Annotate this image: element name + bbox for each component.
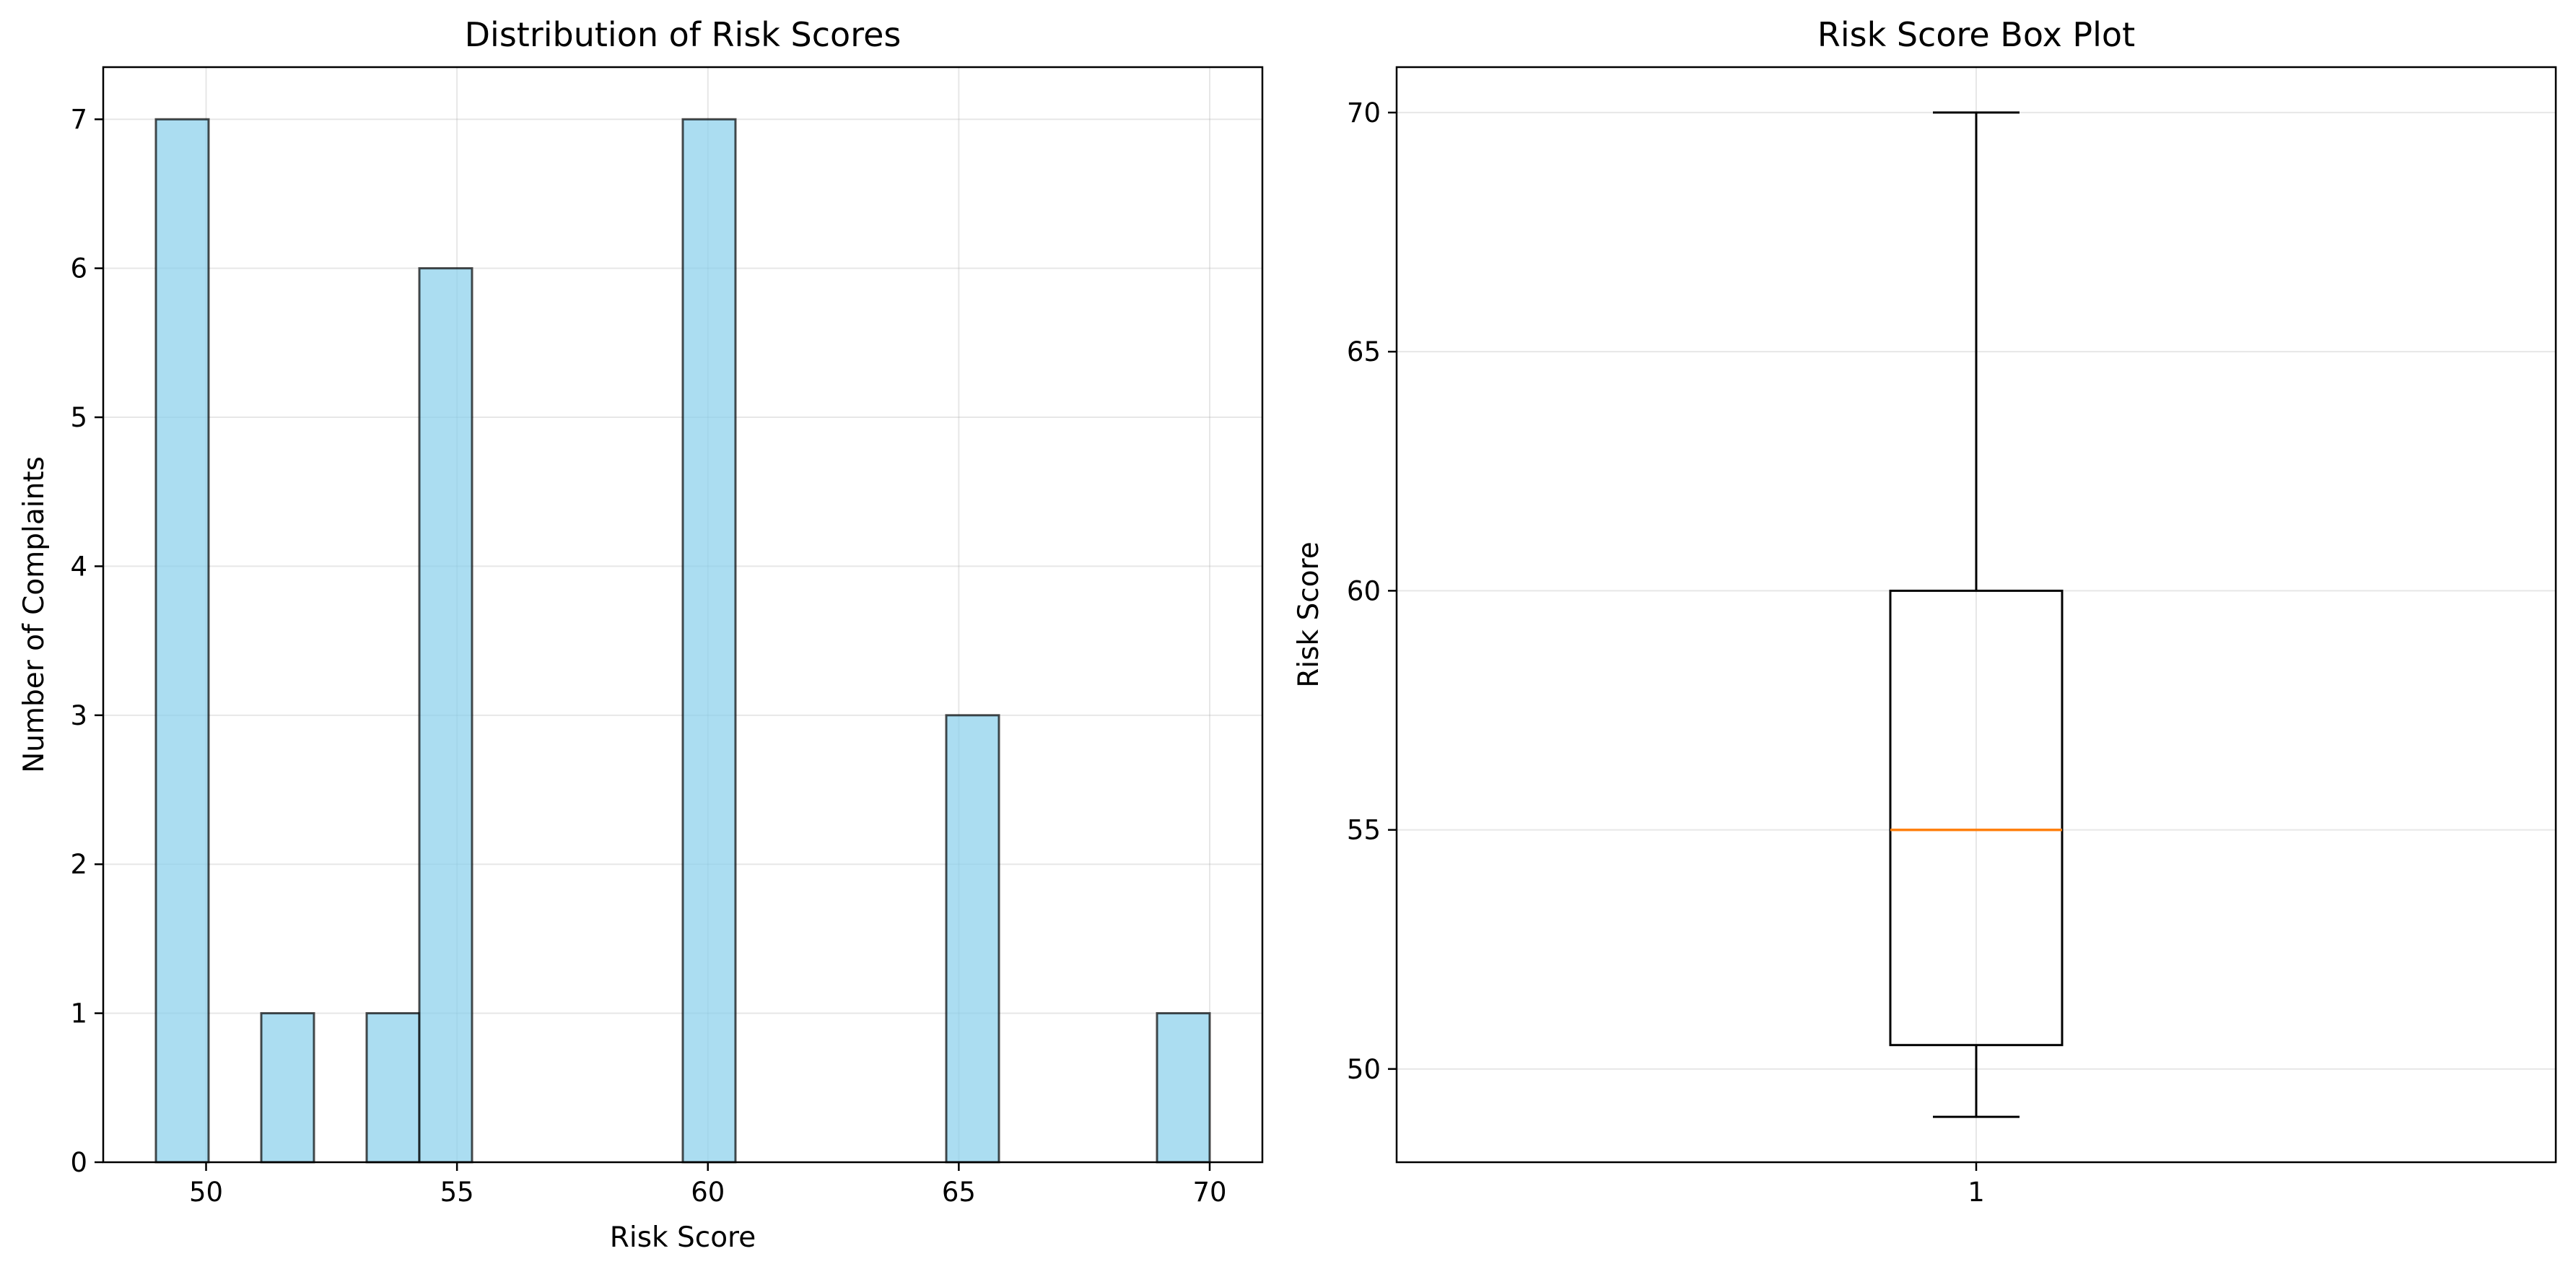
y-tick-label: 6 <box>70 253 87 284</box>
histogram-x-ticks: 50 55 60 65 70 <box>189 1162 1227 1208</box>
x-tick-label: 1 <box>1968 1177 1985 1208</box>
boxplot-marks <box>1889 111 2064 1118</box>
histogram-bar <box>418 267 473 1164</box>
histogram-y-axis-label: Number of Complaints <box>18 456 51 773</box>
histogram-x-axis-label: Risk Score <box>610 1221 756 1254</box>
y-tick-label: 65 <box>1347 336 1381 367</box>
histogram-bar <box>154 118 210 1164</box>
histogram-panel: 50 55 60 65 70 0 1 2 3 4 5 6 7 Distribution of Risk… <box>18 15 1264 1254</box>
y-tick-label: 2 <box>70 849 87 880</box>
x-tick-label: 70 <box>1192 1177 1226 1208</box>
y-tick-label: 0 <box>70 1147 87 1178</box>
boxplot-x-ticks: 1 <box>1968 1162 1985 1208</box>
histogram-axes-frame <box>102 66 1264 1164</box>
histogram-bar <box>681 118 737 1164</box>
y-tick-label: 70 <box>1347 97 1381 128</box>
interquartile-box <box>1889 589 2064 1047</box>
histogram-bar <box>260 1012 315 1164</box>
y-tick-label: 5 <box>70 402 87 433</box>
boxplot-title: Risk Score Box Plot <box>1817 15 2135 54</box>
y-tick-label: 60 <box>1347 575 1381 606</box>
histogram-title: Distribution of Risk Scores <box>465 15 901 54</box>
y-tick-label: 3 <box>70 700 87 731</box>
histogram-bars <box>154 118 1211 1164</box>
histogram-bar <box>1156 1012 1211 1164</box>
histogram-bar <box>945 714 1000 1164</box>
x-tick-label: 50 <box>189 1177 223 1208</box>
y-tick-label: 7 <box>70 104 87 135</box>
y-tick-label: 1 <box>70 998 87 1029</box>
x-tick-label: 60 <box>691 1177 725 1208</box>
boxplot-y-axis-label: Risk Score <box>1293 541 1325 687</box>
boxplot-y-ticks: 50 55 60 65 70 <box>1347 97 1397 1085</box>
boxplot-panel: 1 50 55 60 65 70 Risk Score Box Plot Risk Sc… <box>1293 15 2557 1208</box>
x-tick-label: 65 <box>942 1177 976 1208</box>
histogram-y-ticks: 0 1 2 3 4 5 6 7 <box>70 104 103 1178</box>
histogram-bar <box>365 1012 421 1164</box>
y-tick-label: 4 <box>70 551 87 582</box>
y-tick-label: 55 <box>1347 815 1381 846</box>
y-tick-label: 50 <box>1347 1054 1381 1085</box>
x-tick-label: 55 <box>440 1177 474 1208</box>
